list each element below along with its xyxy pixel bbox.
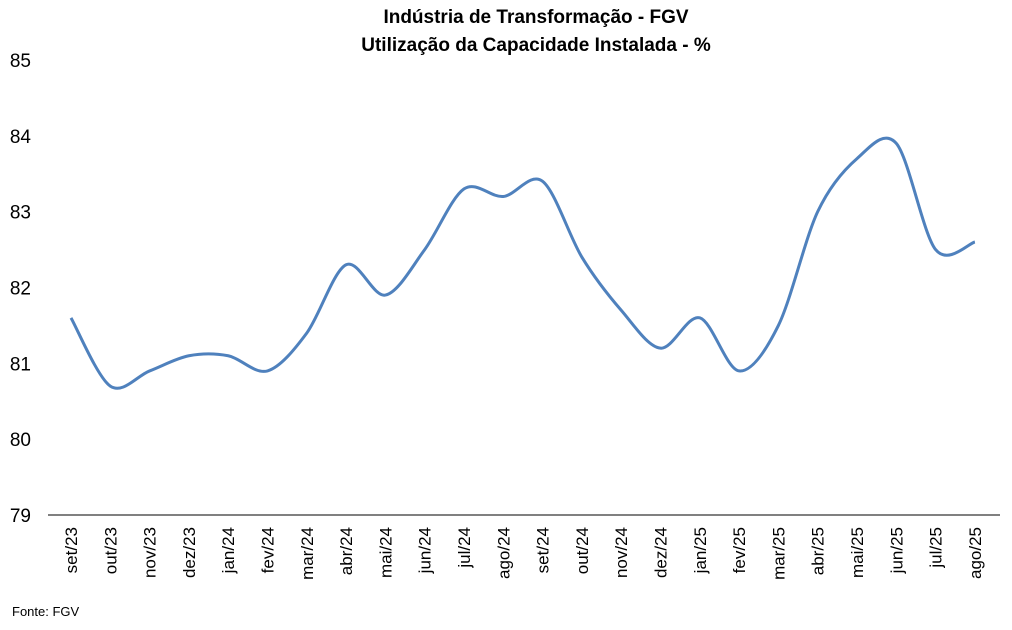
data-point bbox=[305, 331, 309, 335]
y-axis: 79 80 81 82 83 84 85 bbox=[10, 51, 32, 527]
x-tick-label: out/24 bbox=[573, 527, 592, 574]
data-point bbox=[894, 141, 898, 145]
x-tick-label: dez/24 bbox=[652, 527, 671, 578]
data-point bbox=[462, 187, 466, 191]
data-point bbox=[187, 354, 191, 358]
x-tick-label: jul/25 bbox=[927, 527, 946, 569]
data-point bbox=[226, 354, 230, 358]
y-tick-label: 84 bbox=[10, 127, 32, 148]
x-tick-label: fev/25 bbox=[730, 527, 749, 573]
data-point bbox=[266, 369, 270, 373]
x-tick-label: jun/24 bbox=[416, 527, 435, 574]
x-tick-label: mai/24 bbox=[376, 527, 395, 578]
chart-title: Indústria de Transformação - FGV bbox=[383, 7, 689, 28]
source-note: Fonte: FGV bbox=[12, 604, 80, 619]
data-point bbox=[973, 240, 977, 244]
x-tick-label: jan/25 bbox=[691, 527, 710, 574]
data-point bbox=[344, 263, 348, 267]
x-tick-label: abr/25 bbox=[809, 527, 828, 575]
x-tick-label: mar/25 bbox=[769, 527, 788, 580]
x-tick-label: dez/23 bbox=[180, 527, 199, 578]
series-line bbox=[69, 136, 976, 390]
data-point bbox=[423, 248, 427, 252]
x-tick-label: nov/23 bbox=[141, 527, 160, 578]
x-tick-label: nov/24 bbox=[612, 527, 631, 578]
data-point bbox=[148, 369, 152, 373]
data-point bbox=[934, 248, 938, 252]
x-tick-label: set/24 bbox=[534, 527, 553, 573]
data-point bbox=[501, 195, 505, 199]
data-point bbox=[816, 210, 820, 214]
data-point bbox=[659, 346, 663, 350]
data-point bbox=[737, 369, 741, 373]
y-tick-label: 83 bbox=[10, 203, 31, 224]
x-tick-label: ago/24 bbox=[494, 527, 513, 579]
y-tick-label: 80 bbox=[10, 430, 31, 451]
data-point bbox=[698, 316, 702, 320]
chart-title-block: Indústria de Transformação - FGV Utiliza… bbox=[0, 4, 1012, 60]
x-tick-label: set/23 bbox=[62, 527, 81, 573]
y-tick-label: 79 bbox=[10, 506, 31, 527]
x-tick-label: jul/24 bbox=[455, 527, 474, 569]
x-axis: set/23 out/23 nov/23 dez/23 jan/24 fev/24 mar/… bbox=[48, 514, 1000, 580]
x-tick-label: fev/24 bbox=[259, 527, 278, 573]
x-tick-label: mai/25 bbox=[848, 527, 867, 578]
x-tick-label: mar/24 bbox=[298, 527, 317, 580]
x-tick-label: out/23 bbox=[101, 527, 120, 574]
data-point bbox=[580, 255, 584, 259]
data-point bbox=[108, 384, 112, 388]
data-point bbox=[383, 293, 387, 297]
x-tick-label: jan/24 bbox=[219, 527, 238, 574]
x-tick-label: ago/25 bbox=[966, 527, 985, 579]
data-point bbox=[776, 323, 780, 327]
y-tick-label: 85 bbox=[10, 51, 31, 72]
data-point bbox=[541, 179, 545, 183]
y-tick-label: 81 bbox=[10, 354, 31, 375]
data-point bbox=[619, 308, 623, 312]
plot-area bbox=[69, 136, 977, 390]
x-tick-label: jun/25 bbox=[887, 527, 906, 574]
y-tick-label: 82 bbox=[10, 279, 31, 300]
data-point bbox=[69, 316, 73, 320]
data-point bbox=[855, 157, 859, 161]
x-tick-label: abr/24 bbox=[337, 527, 356, 575]
chart-subtitle: Utilização da Capacidade Instalada - % bbox=[361, 35, 711, 56]
